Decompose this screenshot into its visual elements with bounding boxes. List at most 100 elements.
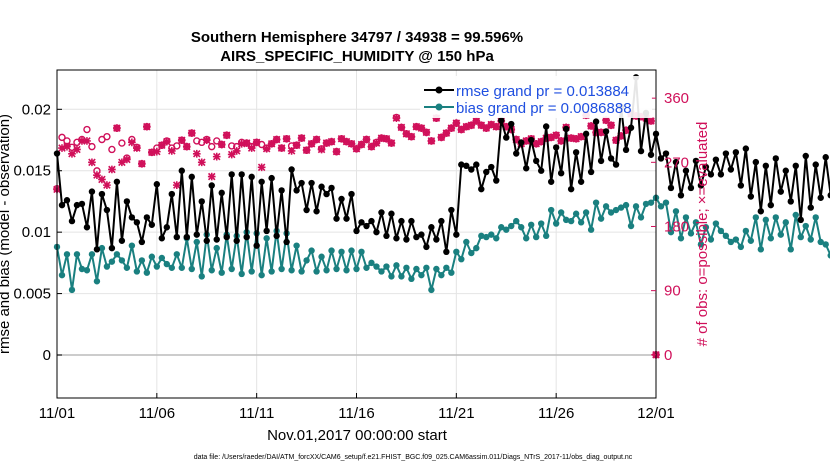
bias-point-90 (503, 226, 510, 233)
obs-evaluated-marker-90 (502, 122, 511, 131)
bias-point-135 (727, 238, 735, 246)
rmse-point-34 (223, 233, 230, 241)
rmse-point-27 (188, 173, 195, 181)
obs-evaluated-marker-14 (123, 155, 131, 164)
rmse-point-110 (602, 128, 610, 135)
rmse-point-28 (193, 231, 200, 238)
rmse-point-75 (428, 224, 435, 231)
bias-point-24 (173, 251, 180, 258)
data-file-footnote: data file: /Users/raeder/DAI/ATM_forcXX/… (194, 454, 633, 461)
rmse-point-48 (293, 187, 300, 194)
bias-point-28 (193, 238, 200, 246)
y-right-tick-label-2: 180 (664, 218, 689, 235)
bias-point-133 (717, 227, 725, 235)
bias-point-15 (128, 242, 136, 249)
rmse-point-49 (298, 179, 305, 187)
obs-possible-marker-10 (103, 132, 111, 141)
rmse-point-105 (577, 178, 585, 185)
bias-point-13 (118, 257, 126, 264)
obs-evaluated-marker-59 (347, 139, 356, 148)
obs-evaluated-marker-45 (277, 144, 286, 152)
rmse-point-50 (303, 206, 310, 214)
obs-evaluated-marker-60 (352, 144, 361, 153)
bias-point-19 (148, 253, 156, 260)
rmse-point-133 (717, 171, 725, 178)
obs-possible-marker-13 (118, 139, 126, 147)
bias-point-111 (607, 209, 615, 216)
rmse-point-32 (213, 236, 220, 243)
obs-possible-marker-32 (213, 137, 221, 145)
rmse-point-111 (607, 155, 615, 162)
rmse-point-128 (692, 157, 700, 165)
obs-evaluated-marker-52 (312, 135, 321, 144)
rmse-point-92 (513, 150, 520, 157)
bias-point-18 (143, 269, 151, 276)
bias-point-22 (163, 260, 171, 268)
rmse-point-26 (183, 233, 190, 241)
y-right-tick-label-0: 0 (664, 347, 672, 364)
obs-evaluated-marker-68 (392, 114, 401, 122)
obs-possible-marker-24 (173, 142, 181, 150)
obs-possible-marker-35 (228, 142, 236, 150)
obs-evaluated-marker-39 (247, 144, 256, 152)
bias-point-77 (438, 271, 445, 279)
rmse-point-73 (418, 231, 425, 238)
obs-evaluated-marker-77 (437, 133, 446, 142)
rmse-point-57 (338, 195, 345, 203)
bias-point-82 (463, 238, 470, 246)
rmse-point-130 (702, 163, 710, 171)
bias-point-96 (533, 233, 540, 241)
rmse-point-97 (537, 167, 545, 174)
obs-evaluated-marker-119 (647, 117, 655, 125)
rmse-point-144 (772, 155, 779, 162)
x-tick-label-6: 12/01 (637, 405, 675, 422)
bias-point-110 (602, 203, 610, 210)
bias-point-139 (747, 237, 755, 244)
rmse-point-154 (822, 154, 829, 161)
bias-point-59 (348, 247, 355, 254)
rmse-point-78 (443, 248, 450, 256)
y-axis-right-ticks: 0 90 180 270 360 (651, 90, 689, 364)
bias-point-87 (488, 231, 495, 238)
obs-count-markers (53, 110, 660, 359)
bias-point-144 (772, 214, 779, 221)
bias-point-49 (298, 268, 305, 275)
bias-series (53, 194, 830, 294)
obs-evaluated-marker-27 (187, 129, 196, 137)
bias-point-35 (228, 265, 235, 273)
rmse-point-134 (722, 150, 730, 157)
rmse-point-76 (433, 236, 440, 243)
rmse-point-102 (562, 125, 570, 133)
rmse-point-142 (762, 162, 770, 170)
rmse-point-141 (757, 208, 765, 215)
rmse-point-151 (807, 204, 814, 211)
rmse-point-117 (637, 147, 645, 155)
rmse-point-16 (133, 219, 141, 226)
rmse-point-149 (797, 216, 804, 224)
bias-point-56 (333, 265, 340, 273)
bias-point-23 (168, 264, 176, 271)
obs-evaluated-marker-44 (272, 135, 281, 144)
bias-point-54 (323, 267, 330, 274)
obs-evaluated-marker-19 (148, 148, 156, 157)
x-tick-label-0: 11/01 (39, 405, 75, 422)
y-right-tick-label-1: 90 (664, 283, 681, 300)
bias-point-113 (617, 204, 625, 211)
rmse-point-12 (113, 178, 121, 185)
obs-evaluated-marker-55 (327, 137, 336, 146)
rmse-point-80 (453, 231, 460, 238)
bias-point-104 (572, 210, 580, 217)
rmse-point-17 (138, 238, 146, 246)
obs-evaluated-marker-100 (552, 131, 561, 140)
rmse-point-103 (567, 185, 575, 193)
rmse-point-137 (737, 182, 745, 189)
y-axis-right-label: # of obs: o=possible; ×=evaluated (694, 122, 711, 347)
rmse-point-60 (353, 227, 360, 235)
rmse-point-146 (782, 167, 789, 174)
obs-evaluated-marker-86 (482, 124, 491, 132)
obs-evaluated-marker-5 (78, 137, 86, 145)
x-tick-label-5: 11/26 (538, 405, 574, 422)
bias-point-145 (777, 231, 784, 238)
rmse-point-14 (123, 198, 131, 205)
bias-point-121 (657, 203, 665, 210)
